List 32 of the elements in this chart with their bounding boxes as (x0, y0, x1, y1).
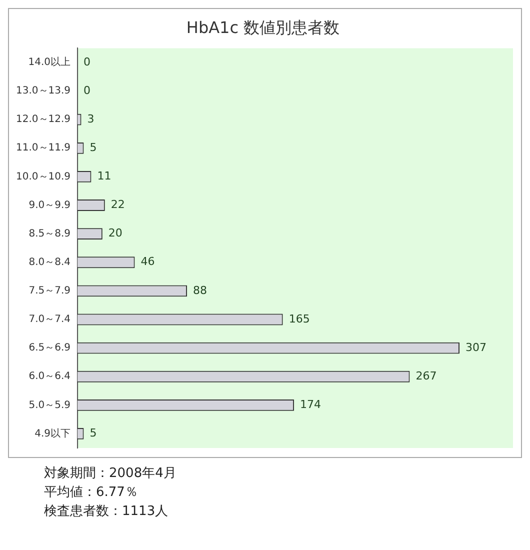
y-tick-label: 8.5～8.9 (28, 228, 71, 240)
data-label: 5 (90, 426, 97, 440)
data-label: 307 (466, 340, 486, 354)
y-tick-label: 4.9以下 (34, 427, 71, 440)
y-tick-label: 9.0～9.9 (28, 200, 71, 211)
y-tick-label: 7.0～7.4 (28, 314, 71, 326)
y-tick-label: 6.0～6.4 (28, 371, 71, 382)
data-label: 174 (300, 398, 322, 412)
text: 検査患者数：1113人 (44, 503, 170, 521)
y-tick-label: 14.0以上 (28, 56, 71, 68)
data-label: 267 (416, 369, 437, 382)
data-label: 22 (110, 198, 125, 212)
data-label: 0 (84, 55, 91, 68)
data-label: 46 (140, 255, 155, 268)
y-tick-label: 7.5～7.9 (28, 286, 71, 297)
y-tick-label: 8.0～8.4 (28, 256, 71, 268)
y-tick-label: 11.0～11.9 (16, 142, 71, 154)
y-tick-label: 5.0～5.9 (28, 400, 71, 411)
text: 対象期間：2008年4月 (44, 465, 178, 483)
y-tick-label: 13.0～13.9 (16, 86, 71, 97)
y-tick-label: 12.0～12.9 (16, 114, 71, 126)
data-label: 11 (97, 170, 112, 183)
y-tick-label: 6.5～6.9 (28, 342, 71, 354)
data-label: 20 (108, 226, 122, 240)
data-label: 5 (90, 141, 97, 154)
data-label: 0 (84, 84, 91, 97)
chart-title: HbA1c 数値別患者数 (186, 18, 340, 37)
data-label: 3 (87, 112, 94, 126)
y-tick-label: 10.0～10.9 (16, 171, 71, 182)
data-label: 165 (288, 312, 310, 326)
text: 平均値：6.77％ (44, 484, 139, 502)
data-label: 88 (193, 284, 208, 297)
